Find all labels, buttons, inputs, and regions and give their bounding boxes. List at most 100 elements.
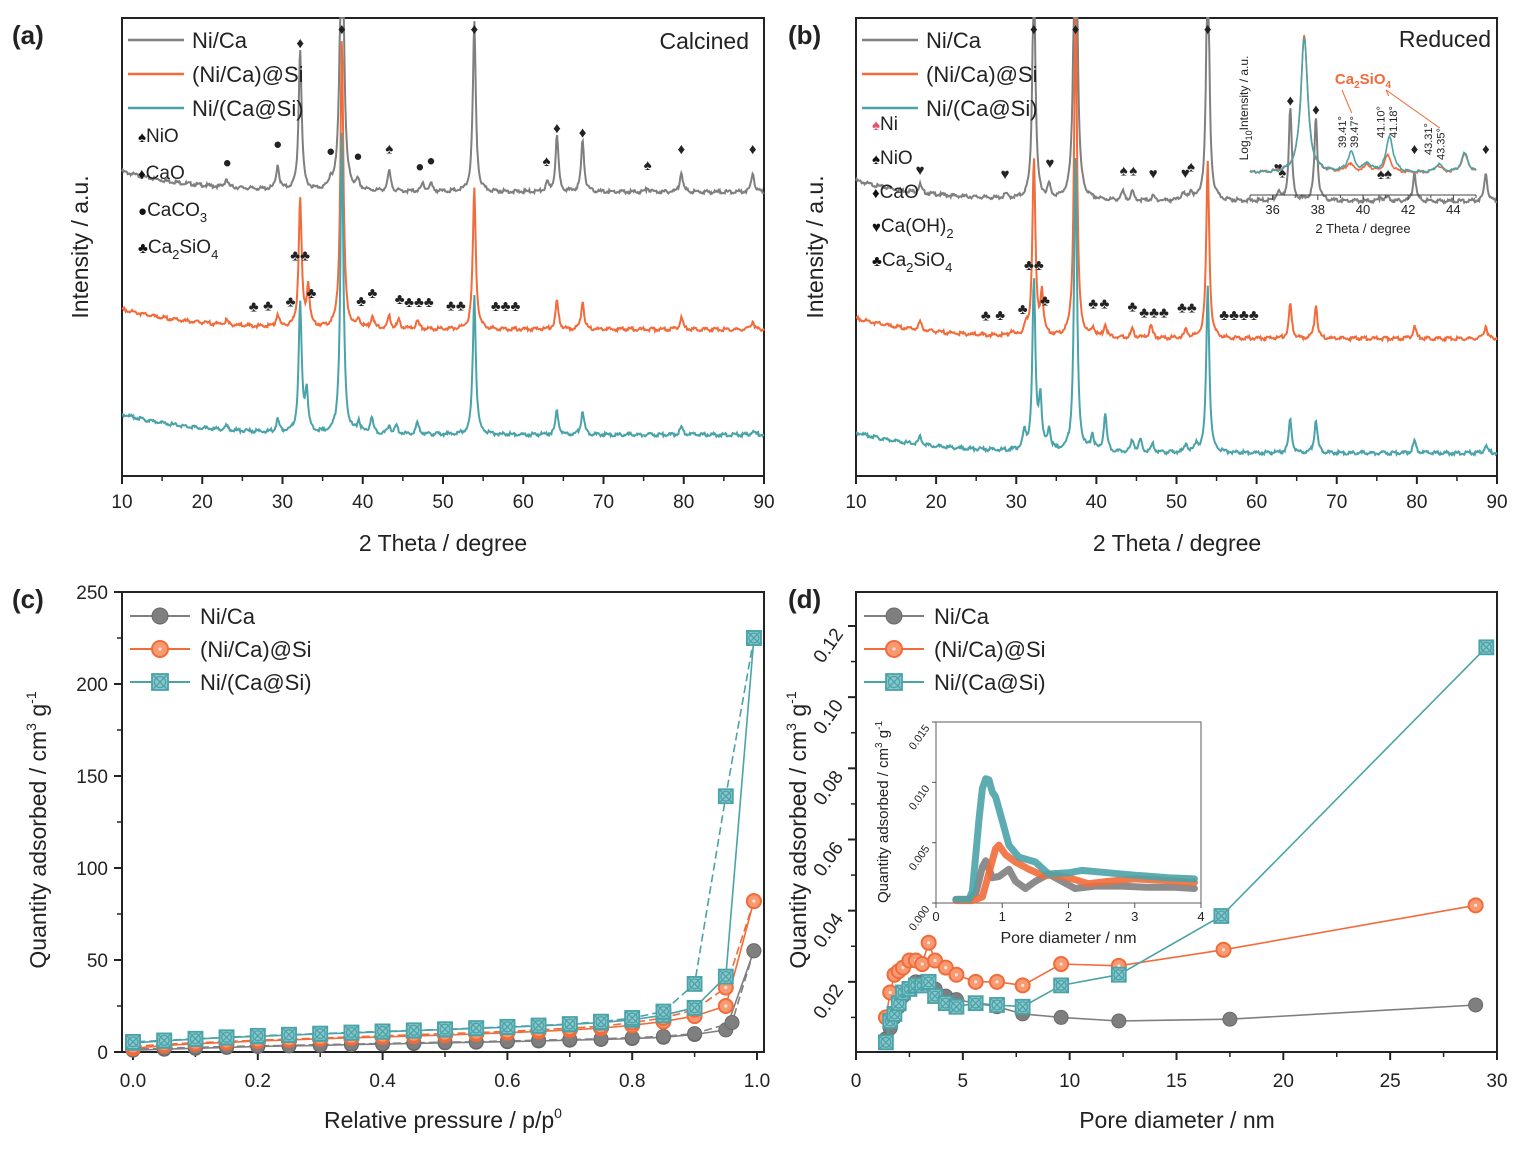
y-tick-label: 0	[97, 1043, 108, 1064]
marker-inner-circle	[1055, 979, 1067, 991]
panel-b-ylabel: Intensity / a.u.	[802, 175, 828, 318]
inset-psd-line-Ni/(Ca@Si)	[952, 775, 1198, 903]
phase-marker: ♦	[579, 124, 587, 141]
marker-cross	[281, 1027, 297, 1043]
xrd-line-(Ni/Ca)@Si	[855, 17, 1498, 344]
phase-marker: ♠	[1384, 166, 1392, 183]
marker-cross	[343, 1025, 359, 1040]
xrd-line-Ni/Ca	[855, 17, 1498, 205]
marker-center-dot	[752, 899, 756, 903]
marker-cross	[531, 1018, 547, 1033]
isotherm-desorption-line	[132, 637, 755, 1043]
marker-cross	[989, 997, 1005, 1013]
phase-marker: ♠	[1278, 164, 1286, 181]
x-tick-label: 0	[851, 1071, 862, 1092]
marker-inner-circle	[439, 1023, 451, 1035]
inset-x-tick-label: 42	[1401, 202, 1415, 217]
marker-center-dot	[954, 973, 959, 977]
x-tick-label: 60	[1246, 492, 1267, 513]
x-tick-label: 50	[432, 492, 453, 513]
phase-marker: ♣♣	[290, 248, 310, 265]
y-tick-label: 0.10	[810, 696, 848, 738]
phase-marker: ♣	[249, 298, 259, 315]
marker-filled-circle	[746, 943, 762, 959]
marker-center-dot	[1021, 983, 1025, 987]
phase-marker: ♦	[470, 21, 478, 38]
marker-cross	[250, 1028, 266, 1044]
phase-legend-item: ♠NiO	[872, 148, 913, 169]
inset-y-tick-label: 0.015	[907, 723, 933, 752]
marker-inner-circle	[970, 997, 982, 1009]
marker-inner-circle	[1480, 641, 1492, 653]
marker-cross	[468, 1020, 484, 1036]
phase-legend-item: ♣Ca2SiO4	[872, 250, 952, 275]
marker-filled-circle	[1111, 1013, 1127, 1029]
legend-label: Ni/Ca	[192, 28, 248, 53]
panel-c-ylabel: Quantity adsorbed / cm3 g-1	[23, 691, 51, 968]
marker-inner-circle	[377, 1025, 389, 1037]
phase-marker: ♣	[1040, 293, 1050, 310]
x-tick-label: 0.4	[369, 1071, 396, 1092]
panel-d-ylabel: Quantity adsorbed / cm3 g-1	[783, 691, 811, 968]
marker-cross	[1015, 999, 1031, 1015]
panel-a-xlabel: 2 Theta / degree	[359, 530, 527, 556]
panel-a-title: Calcined	[660, 28, 750, 54]
x-tick-label: 15	[1166, 1071, 1187, 1092]
phase-marker: ♦	[338, 21, 346, 38]
marker-center-dot	[724, 986, 728, 990]
marker-center-dot	[933, 958, 937, 963]
x-tick-label: 5	[958, 1071, 969, 1092]
x-tick-label: 30	[1486, 1071, 1507, 1092]
phase-symbol-icon: ♣	[138, 240, 148, 257]
marker-cross	[375, 1023, 391, 1039]
phase-marker: ♣	[1088, 296, 1098, 313]
inset-peak-label: 41.18°	[1388, 106, 1400, 138]
marker-filled-circle	[1468, 997, 1484, 1013]
marker-center-dot	[995, 980, 999, 984]
panel-label-d: (d)	[788, 584, 821, 614]
marker-inner-circle	[252, 1030, 264, 1042]
marker-center-dot	[158, 647, 162, 651]
phase-marker: ♦	[1030, 21, 1038, 38]
phase-marker: ♣	[1128, 299, 1138, 316]
x-tick-label: 40	[352, 492, 373, 513]
legend-label: (Ni/Ca)@Si	[926, 62, 1038, 87]
panel-label-c: (c)	[12, 584, 44, 614]
marker-filled-circle	[655, 1028, 671, 1044]
phase-legend-item: ♦CaO	[138, 163, 185, 184]
phase-marker: ♣	[981, 307, 991, 324]
phase-marker: ♦	[1411, 141, 1419, 158]
phase-marker: ●	[415, 159, 424, 176]
x-tick-label: 1.0	[744, 1071, 770, 1092]
marker-inner-circle	[158, 1034, 170, 1046]
phase-marker: ♣♣♣	[491, 298, 521, 315]
phase-symbol-icon: ♠	[872, 117, 880, 134]
inset-ylabel: Log10Intensity / a.u.	[1237, 56, 1254, 161]
inset-x-tick-label: 3	[1131, 909, 1138, 924]
phase-marker: ♥	[916, 162, 925, 179]
x-tick-label: 25	[1380, 1071, 1401, 1092]
phase-marker: ●	[273, 136, 282, 153]
isotherm-desorption-line	[132, 900, 755, 1048]
marker-filled-circle	[724, 1015, 740, 1031]
marker-inner-circle	[657, 1005, 669, 1018]
marker-cross	[746, 630, 762, 646]
phase-marker: ♥	[1149, 166, 1158, 183]
phase-marker: ♥	[1001, 166, 1010, 183]
panel-label-b: (b)	[788, 20, 821, 50]
legend-label: Ni/Ca	[200, 604, 256, 629]
phase-marker: ♣	[306, 285, 316, 302]
marker-filled-circle	[1053, 1009, 1069, 1025]
marker-center-dot	[892, 647, 896, 651]
inset-y-tick-label: 0.000	[907, 904, 933, 933]
marker-center-dot	[1221, 948, 1226, 952]
x-tick-label: 20	[926, 492, 947, 513]
panel-b-xlabel: 2 Theta / degree	[1093, 530, 1261, 556]
x-tick-label: 30	[272, 492, 293, 513]
marker-center-dot	[1474, 903, 1478, 907]
y-tick-label: 0.08	[810, 767, 848, 809]
inset-peak-label: 43.31°	[1423, 123, 1435, 155]
marker-inner-circle	[564, 1018, 576, 1030]
marker-filled-circle	[885, 607, 903, 625]
marker-inner-circle	[887, 675, 901, 689]
